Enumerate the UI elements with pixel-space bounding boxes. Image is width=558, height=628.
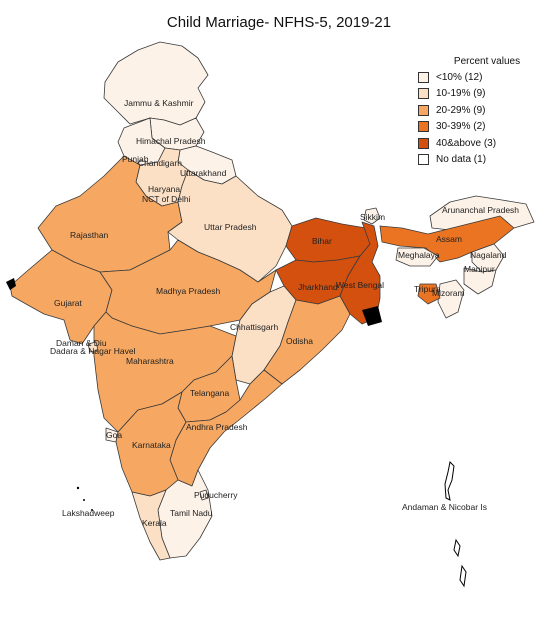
label-puducherry: Puducherry — [194, 490, 238, 500]
state-karnataka — [115, 391, 187, 497]
lakshadweep-islands — [76, 486, 93, 511]
label-gujarat: Gujarat — [54, 298, 83, 308]
state-meghalaya — [395, 247, 439, 267]
state-dadra-nagar-haveli — [87, 341, 99, 353]
label-assam: Assam — [436, 234, 462, 244]
legend-item: 40&above (3) — [418, 135, 550, 152]
label-himachal-pradesh: Himachal Pradesh — [136, 136, 206, 146]
state-kerala — [131, 489, 171, 561]
andaman-nicobar-islands — [444, 460, 467, 588]
legend-item: 10-19% (9) — [418, 86, 550, 103]
legend-swatch — [418, 121, 429, 133]
label-punjab: Punjab — [122, 154, 149, 164]
label-manipur: Manipur — [464, 264, 495, 274]
label-chhattisgarh: Chhattisgarh — [230, 322, 278, 332]
label-west-bengal: West Bengal — [336, 280, 384, 290]
legend-swatch — [418, 71, 429, 83]
label-arunachal-pradesh: Arunanchal Pradesh — [442, 205, 519, 215]
label-dadra-nagar-haveli: Dadara & Nagar Havel — [50, 346, 136, 356]
label-nct-delhi: NCT of Delhi — [142, 194, 191, 204]
label-kerala: Kerala — [142, 518, 167, 528]
legend-swatch — [418, 88, 429, 100]
label-chandigarh: Chandigarh — [138, 158, 182, 168]
label-uttarakhand: Uttarakhand — [180, 168, 227, 178]
legend-item: 20-29% (9) — [418, 102, 550, 119]
label-karnataka: Karnataka — [132, 440, 171, 450]
legend-label: 40&above (3) — [436, 137, 497, 149]
state-mizoram — [437, 279, 465, 319]
state-uttar-pradesh — [167, 169, 293, 283]
label-jammu-kashmir: Jammu & Kashmir — [124, 98, 194, 108]
label-rajasthan: Rajasthan — [70, 230, 109, 240]
label-daman-diu: Daman & Diu — [56, 338, 107, 348]
label-goa: Goa — [106, 430, 122, 440]
label-tamil-nadu: Tamil Nadu — [170, 508, 213, 518]
legend-item: 30-39% (2) — [418, 119, 550, 136]
legend-label: No data (1) — [436, 154, 487, 166]
label-haryana: Haryana — [148, 184, 180, 194]
legend-item: No data (1) — [418, 152, 550, 169]
legend-label: <10% (12) — [436, 71, 483, 83]
label-sikkim: Sikkim — [360, 212, 385, 222]
legend-swatch — [418, 154, 429, 166]
label-lakshadweep: Lakshadweep — [62, 508, 115, 518]
label-bihar: Bihar — [312, 236, 332, 246]
state-jammu-kashmir — [103, 41, 209, 126]
label-telangana: Telangana — [190, 388, 230, 398]
label-mizoram: Mizoram — [432, 288, 465, 298]
legend-label: 30-39% (2) — [436, 121, 486, 133]
label-andaman-nicobar: Andaman & Nicobar Is — [402, 502, 487, 512]
label-meghalaya: Meghalaya — [398, 250, 440, 260]
legend-item: <10% (12) — [418, 69, 550, 86]
legend-title: Percent values — [453, 56, 521, 67]
no-data-region-delta — [362, 306, 382, 326]
no-data-region-kutch — [6, 278, 16, 290]
label-nagaland: Nagaland — [470, 250, 507, 260]
label-andhra-pradesh: Andhra Pradesh — [186, 422, 248, 432]
label-uttar-pradesh: Uttar Pradesh — [204, 222, 257, 232]
legend-label: 10-19% (9) — [436, 88, 486, 100]
state-puducherry — [199, 489, 209, 501]
map-legend: Percent values <10% (12) 10-19% (9) 20-2… — [418, 56, 550, 168]
state-sikkim — [363, 207, 381, 225]
legend-swatch — [418, 137, 429, 149]
label-madhya-pradesh: Madhya Pradesh — [156, 286, 221, 296]
state-odisha — [263, 295, 351, 385]
label-odisha: Odisha — [286, 336, 313, 346]
label-jharkhand: Jharkhand — [298, 282, 338, 292]
state-manipur — [463, 267, 497, 295]
state-tripura — [417, 283, 441, 305]
label-maharashtra: Maharashtra — [126, 356, 174, 366]
legend-swatch — [418, 104, 429, 116]
map-title: Child Marriage- NFHS-5, 2019-21 — [166, 14, 392, 31]
legend-label: 20-29% (9) — [436, 104, 486, 116]
label-tripura: Tripura — [414, 284, 441, 294]
